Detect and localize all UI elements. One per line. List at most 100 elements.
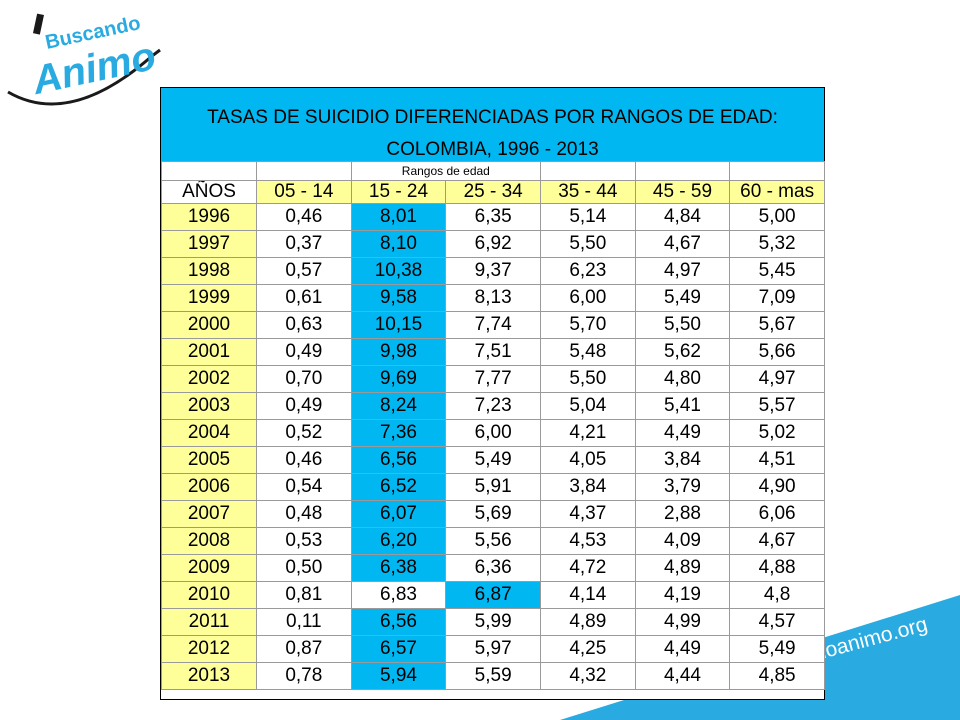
rate-cell: 5,50 [634, 311, 731, 339]
rate-cell: 7,77 [445, 365, 541, 393]
rate-cell: 5,14 [539, 203, 636, 231]
rate-cell: 4,21 [539, 419, 636, 447]
table-row: 2013 0,78 5,94 5,59 4,32 4,44 4,85 [161, 662, 825, 690]
rate-cell: 7,23 [445, 392, 541, 420]
year-cell: 1996 [161, 203, 257, 231]
year-cell: 2012 [161, 635, 257, 663]
rate-cell: 4,25 [539, 635, 636, 663]
table-row: 2012 0,87 6,57 5,97 4,25 4,49 5,49 [161, 635, 825, 663]
highlighted-rate-cell: 10,15 [350, 311, 447, 339]
rate-cell: 5,67 [729, 311, 825, 339]
highlighted-rate-cell: 6,56 [350, 608, 447, 636]
rate-cell: 0,37 [256, 230, 352, 258]
highlighted-rate-cell: 6,56 [350, 446, 447, 474]
group-empty-cell [539, 161, 636, 181]
rate-cell: 4,84 [634, 203, 731, 231]
rate-cell: 6,35 [445, 203, 541, 231]
rate-cell: 3,84 [539, 473, 636, 501]
highlighted-rate-cell: 6,20 [350, 527, 447, 555]
rate-cell: 0,50 [256, 554, 352, 582]
rate-cell: 5,59 [445, 662, 541, 690]
rate-cell: 6,00 [539, 284, 636, 312]
table-row: 1997 0,37 8,10 6,92 5,50 4,67 5,32 [161, 230, 825, 258]
rate-cell: 4,97 [634, 257, 731, 285]
highlighted-rate-cell: 6,57 [350, 635, 447, 663]
logo-apostrophe [32, 13, 44, 35]
rate-cell: 5,57 [729, 392, 825, 420]
rate-cell: 0,78 [256, 662, 352, 690]
rate-cell: 5,97 [445, 635, 541, 663]
rate-cell: 6,00 [445, 419, 541, 447]
rate-cell: 4,99 [634, 608, 731, 636]
rate-cell: 4,19 [634, 581, 731, 609]
year-cell: 2011 [161, 608, 257, 636]
rate-cell: 0,54 [256, 473, 352, 501]
rate-cell: 4,05 [539, 446, 636, 474]
table-row: 2003 0,49 8,24 7,23 5,04 5,41 5,57 [161, 392, 825, 420]
rate-cell: 4,67 [634, 230, 731, 258]
year-cell: 1999 [161, 284, 257, 312]
year-cell: 2000 [161, 311, 257, 339]
column-header: 60 - mas [729, 180, 825, 204]
logo-swoosh-tail [151, 48, 161, 58]
rate-cell: 4,49 [634, 635, 731, 663]
rate-cell: 5,49 [445, 446, 541, 474]
rate-cell: 2,88 [634, 500, 731, 528]
highlighted-rate-cell: 9,98 [350, 338, 447, 366]
rate-cell: 0,81 [256, 581, 352, 609]
column-header: 05 - 14 [256, 180, 352, 204]
rate-cell: 5,00 [729, 203, 825, 231]
highlighted-rate-cell: 7,36 [350, 419, 447, 447]
rate-cell: 4,80 [634, 365, 731, 393]
highlighted-rate-cell: 6,52 [350, 473, 447, 501]
rate-cell: 5,49 [729, 635, 825, 663]
rate-cell: 0,11 [256, 608, 352, 636]
table-row: 2006 0,54 6,52 5,91 3,84 3,79 4,90 [161, 473, 825, 501]
rate-cell: 5,41 [634, 392, 731, 420]
year-cell: 2007 [161, 500, 257, 528]
rate-cell: 5,45 [729, 257, 825, 285]
rate-cell: 5,32 [729, 230, 825, 258]
rate-cell: 4,72 [539, 554, 636, 582]
group-empty-cell [161, 161, 257, 181]
rate-cell: 4,89 [634, 554, 731, 582]
rate-cell: 0,52 [256, 419, 352, 447]
highlighted-rate-cell: 9,58 [350, 284, 447, 312]
rate-cell: 5,49 [634, 284, 731, 312]
rate-cell: 6,83 [350, 581, 447, 609]
age-group-label: Rangos de edad [350, 161, 541, 181]
table-subtitle: COLOMBIA, 1996 - 2013 [386, 139, 599, 160]
table-row: 2008 0,53 6,20 5,56 4,53 4,09 4,67 [161, 527, 825, 555]
column-header: 15 - 24 [350, 180, 447, 204]
rate-cell: 3,84 [634, 446, 731, 474]
rate-cell: 4,90 [729, 473, 825, 501]
highlighted-rate-cell: 9,69 [350, 365, 447, 393]
rate-cell: 6,06 [729, 500, 825, 528]
column-header: 45 - 59 [634, 180, 731, 204]
rate-cell: 0,46 [256, 446, 352, 474]
rate-cell: 0,61 [256, 284, 352, 312]
rate-cell: 7,74 [445, 311, 541, 339]
rate-cell: 0,57 [256, 257, 352, 285]
rate-cell: 4,37 [539, 500, 636, 528]
table-row: 2009 0,50 6,38 6,36 4,72 4,89 4,88 [161, 554, 825, 582]
rate-cell: 4,57 [729, 608, 825, 636]
rate-cell: 5,62 [634, 338, 731, 366]
rate-cell: 0,48 [256, 500, 352, 528]
rate-cell: 4,32 [539, 662, 636, 690]
year-cell: 1998 [161, 257, 257, 285]
rate-cell: 4,44 [634, 662, 731, 690]
rate-cell: 5,70 [539, 311, 636, 339]
group-empty-cell [729, 161, 825, 181]
logo-swoosh [7, 54, 153, 106]
rate-cell: 5,50 [539, 365, 636, 393]
rates-grid: Rangos de edad AÑOS 05 - 14 15 - 24 25 -… [161, 161, 825, 690]
year-cell: 1997 [161, 230, 257, 258]
highlighted-rate-cell: 6,38 [350, 554, 447, 582]
rate-cell: 0,46 [256, 203, 352, 231]
buscando-animo-logo: Buscando Animo [7, 12, 161, 106]
group-empty-cell [634, 161, 731, 181]
highlighted-rate-cell: 10,38 [350, 257, 447, 285]
table-row: 2002 0,70 9,69 7,77 5,50 4,80 4,97 [161, 365, 825, 393]
highlighted-rate-cell: 5,94 [350, 662, 447, 690]
